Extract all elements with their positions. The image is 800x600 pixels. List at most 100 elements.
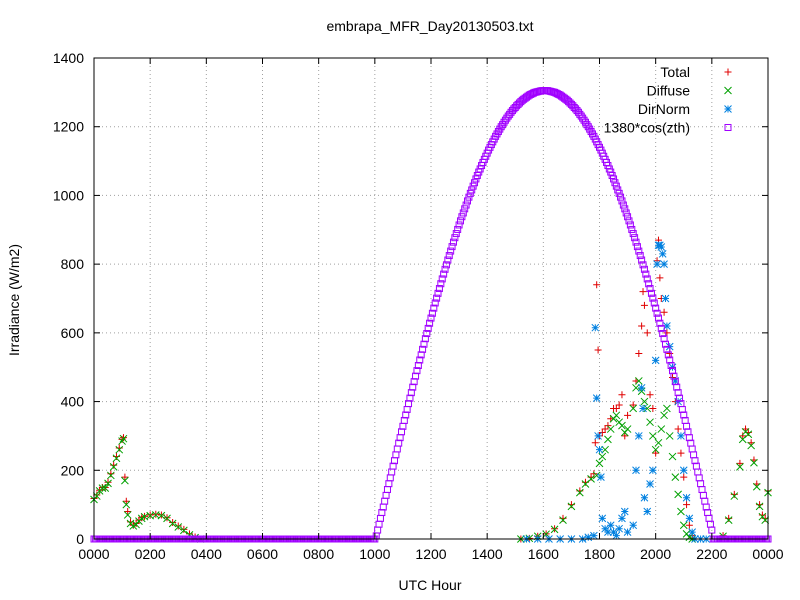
data-point	[592, 471, 601, 480]
data-point	[671, 473, 680, 482]
data-point	[567, 502, 576, 511]
data-point	[594, 432, 602, 440]
data-point	[440, 270, 448, 278]
data-point	[755, 502, 764, 511]
data-point	[752, 482, 761, 491]
data-point	[622, 209, 630, 217]
y-tick-label: 600	[61, 325, 85, 341]
data-point	[424, 324, 432, 332]
data-point	[628, 225, 636, 233]
data-point	[445, 252, 453, 260]
data-point	[660, 260, 668, 268]
data-point	[677, 449, 685, 457]
data-point	[649, 432, 657, 440]
data-point	[618, 197, 626, 205]
data-point	[104, 479, 112, 488]
data-point	[124, 508, 132, 516]
data-point	[604, 528, 612, 536]
data-point	[685, 514, 694, 523]
legend-label: Total	[660, 64, 690, 80]
data-point	[458, 213, 466, 221]
data-point	[683, 422, 691, 430]
data-point	[739, 432, 747, 440]
data-point	[454, 225, 462, 233]
data-point	[649, 404, 657, 412]
data-point	[590, 531, 598, 540]
data-point	[632, 383, 640, 392]
data-point	[180, 525, 188, 533]
data-point	[702, 503, 710, 511]
data-point	[653, 309, 661, 317]
data-point	[449, 238, 457, 246]
data-point	[621, 432, 629, 440]
data-point	[667, 361, 675, 369]
data-point	[598, 514, 607, 523]
data-point	[621, 205, 629, 213]
data-point	[448, 243, 456, 251]
data-point	[653, 260, 661, 268]
x-tick-label: 1200	[415, 546, 446, 562]
data-point	[660, 335, 668, 343]
data-point	[122, 497, 130, 505]
data-point	[637, 383, 646, 392]
data-point	[643, 275, 651, 283]
data-point	[736, 459, 744, 467]
legend-marker	[724, 124, 732, 131]
data-point	[407, 389, 415, 397]
data-point	[427, 314, 435, 322]
data-point	[591, 323, 600, 332]
data-point	[654, 314, 662, 322]
data-point	[634, 377, 643, 385]
data-point	[421, 335, 429, 343]
data-point	[604, 435, 612, 444]
series-1	[90, 377, 772, 543]
data-point	[638, 322, 646, 330]
data-point	[455, 221, 463, 229]
data-point	[459, 209, 467, 217]
data-point	[615, 189, 623, 197]
data-point	[663, 345, 671, 353]
data-point	[619, 201, 627, 209]
data-point	[665, 432, 674, 440]
data-point	[612, 531, 621, 540]
data-point	[629, 521, 638, 530]
data-point	[444, 256, 452, 264]
y-axis-title: Irradiance (W/m2)	[6, 244, 22, 356]
data-point	[659, 330, 667, 338]
data-point	[651, 445, 660, 454]
data-point	[595, 445, 604, 454]
data-point	[669, 367, 677, 375]
data-point	[634, 432, 643, 440]
data-point	[610, 175, 618, 183]
data-point	[624, 411, 632, 419]
data-point	[724, 516, 733, 524]
data-point	[550, 525, 559, 534]
data-point	[398, 428, 406, 436]
data-point	[736, 462, 744, 471]
data-point	[123, 511, 132, 519]
data-point	[651, 356, 660, 365]
data-point	[180, 526, 188, 535]
data-point	[575, 488, 584, 497]
data-point	[660, 411, 668, 420]
data-point	[430, 304, 438, 312]
data-point	[595, 459, 604, 468]
data-point	[433, 294, 441, 302]
data-point	[413, 367, 421, 375]
data-point	[174, 523, 183, 531]
data-point	[438, 275, 446, 283]
data-point	[612, 411, 621, 420]
data-point	[468, 186, 476, 194]
data-point	[625, 217, 633, 225]
data-point	[685, 434, 693, 442]
data-point	[395, 439, 403, 447]
data-point	[677, 432, 685, 440]
data-point	[640, 397, 649, 406]
data-point	[730, 492, 739, 500]
data-point	[591, 439, 599, 447]
data-point	[606, 521, 615, 530]
data-point	[618, 421, 626, 430]
data-point	[677, 507, 685, 516]
data-point	[426, 319, 434, 327]
